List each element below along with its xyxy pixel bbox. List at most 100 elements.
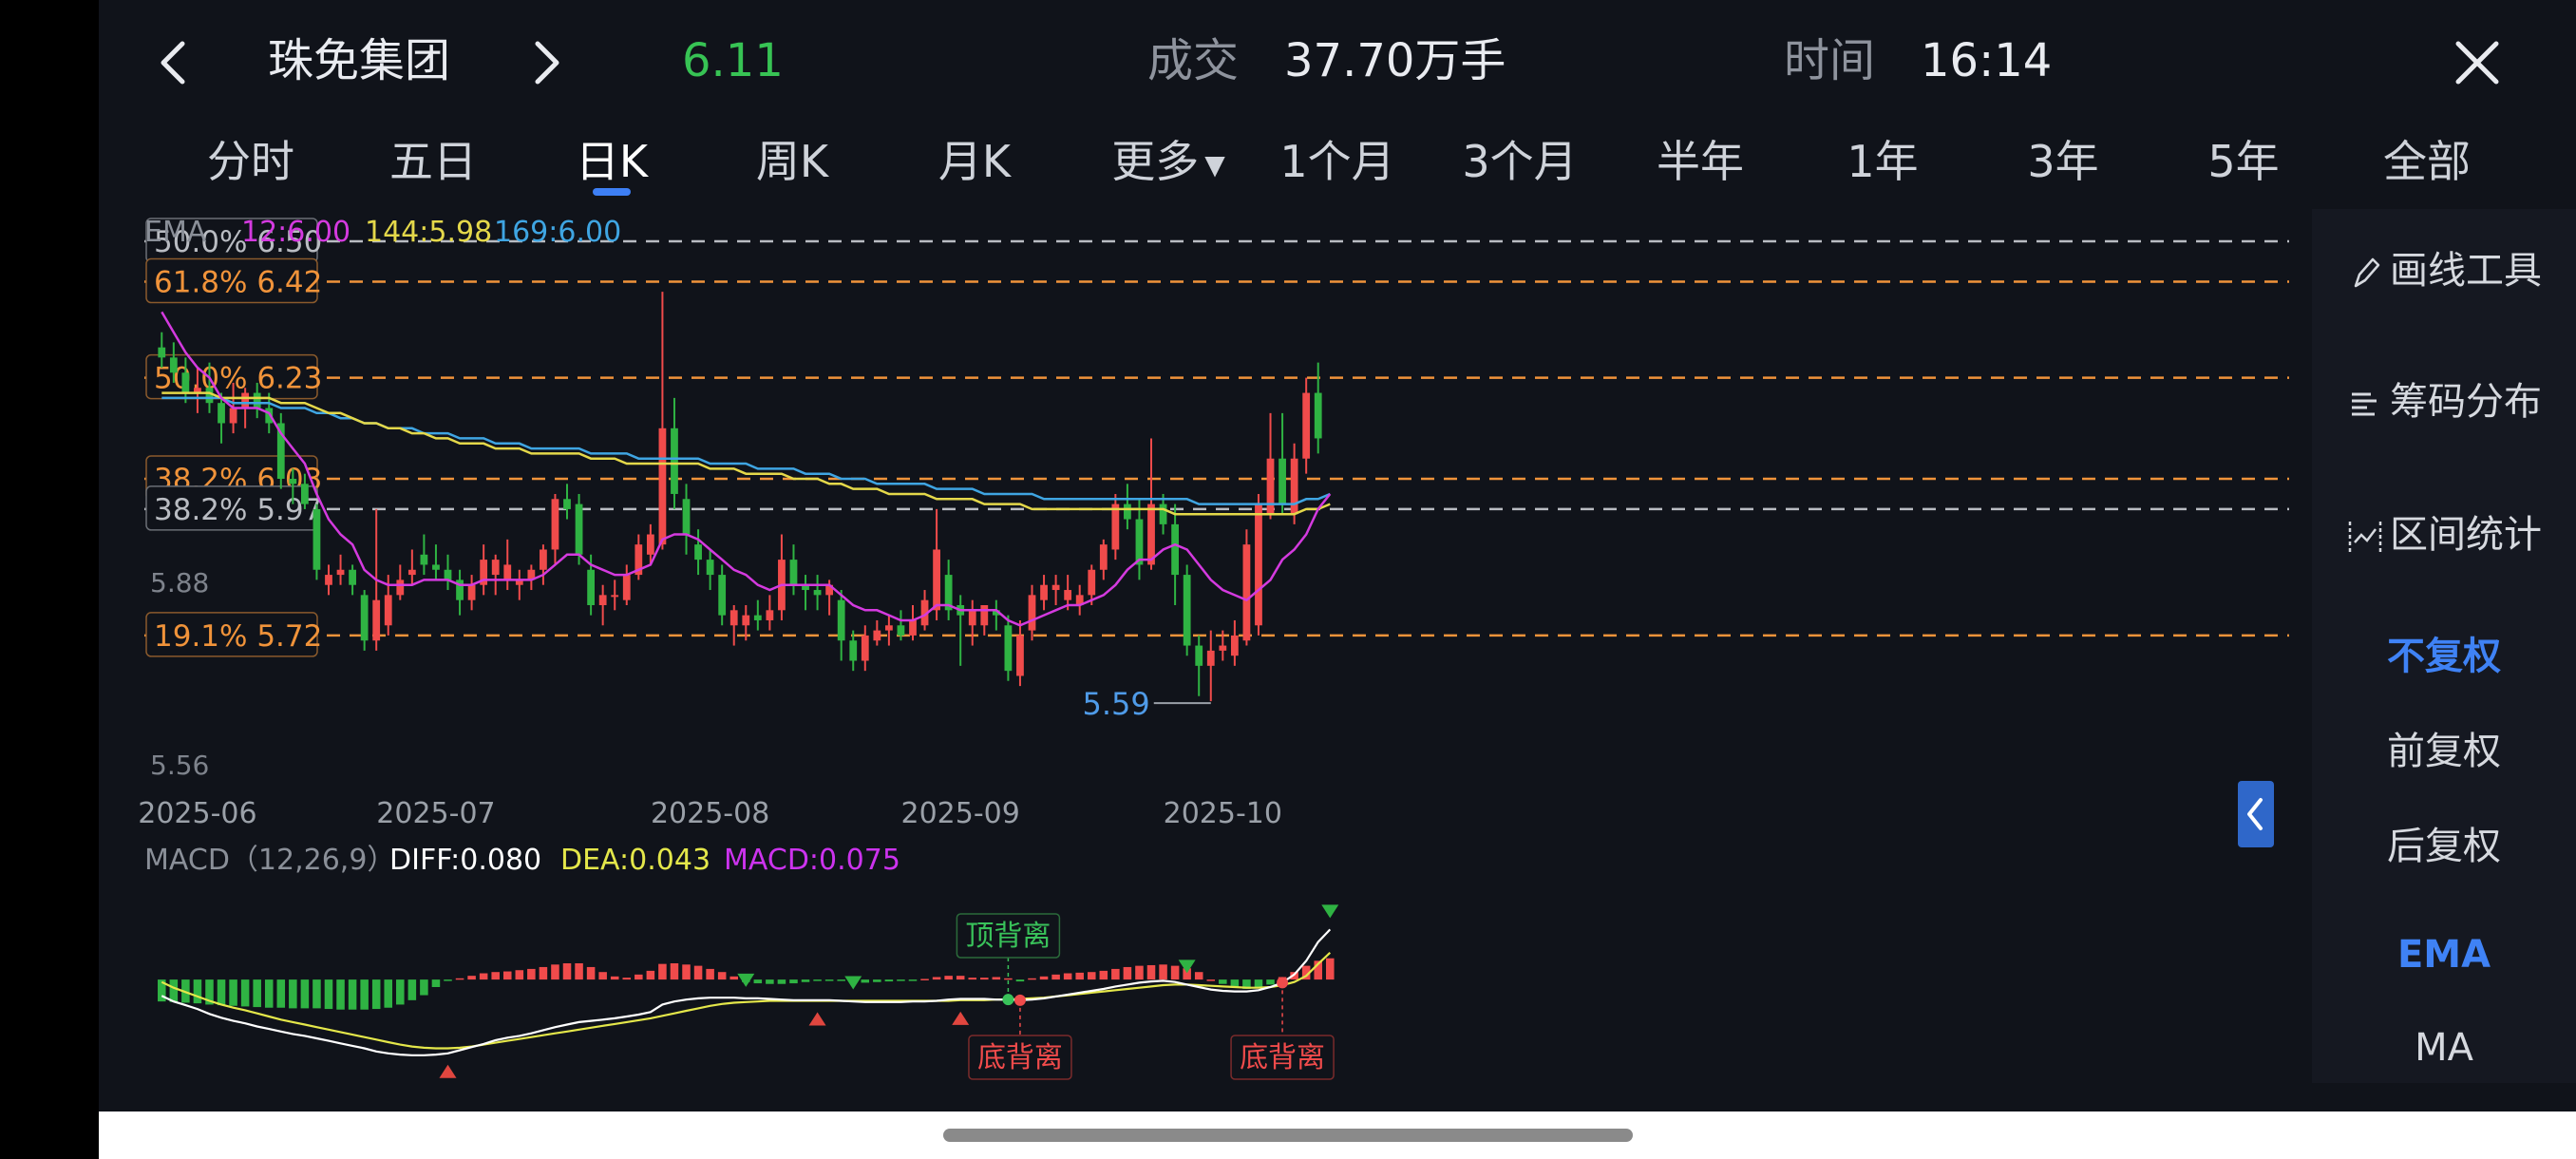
macd-histogram-bar — [1183, 968, 1191, 980]
candle-body — [766, 610, 774, 620]
candle-body — [1206, 650, 1215, 666]
fib-level-label-box — [145, 257, 318, 304]
candle-body — [372, 599, 381, 641]
ema12-legend: 12:6.00 — [241, 216, 350, 249]
date-axis-labels: 2025-06 2025-07 2025-08 2025-09 2025-10 — [138, 797, 1282, 830]
divergence-box — [956, 913, 1061, 959]
tab-more[interactable]: 更多 ▼ — [1083, 124, 1254, 200]
chevron-left-icon[interactable] — [146, 34, 203, 91]
candle-body — [1051, 584, 1060, 591]
candle-body — [1183, 575, 1191, 646]
candle-body — [1075, 595, 1084, 605]
low-price-label: 5.59 — [1083, 686, 1150, 722]
macd-histogram-bar — [407, 979, 417, 1000]
tab-five-day[interactable]: 五日 — [389, 136, 477, 187]
macd-histogram-bar — [1039, 976, 1049, 980]
chip-distribution-button[interactable]: 筹码分布 — [2312, 369, 2576, 435]
macd-histogram-bar — [313, 979, 321, 1009]
candle-body — [456, 580, 464, 600]
macd-histogram-bar — [444, 979, 452, 981]
macd-histogram-bar — [753, 979, 763, 984]
tab-daily-k[interactable]: 日K — [575, 136, 649, 187]
home-indicator[interactable] — [943, 1129, 1633, 1142]
divergence-label: 底背离 — [1240, 1041, 1325, 1074]
collapse-panel-button[interactable] — [2238, 781, 2274, 847]
tab-weekly-k[interactable]: 周K — [755, 136, 829, 187]
ema169-legend: 169:6.00 — [494, 216, 621, 249]
candle-body — [718, 575, 727, 616]
ema144-line — [161, 391, 1331, 516]
divergence-label: 底背离 — [977, 1041, 1063, 1074]
tab-one-year[interactable]: 1年 — [1847, 136, 1919, 187]
candle-body — [920, 599, 929, 626]
tab-three-years[interactable]: 3年 — [2027, 136, 2099, 187]
interval-stats-button[interactable]: 区间统计 — [2312, 502, 2576, 568]
candle-body — [300, 484, 309, 504]
macd-histogram-bar — [348, 979, 357, 1010]
interval-stats-label: 区间统计 — [2390, 513, 2542, 557]
sell-signal-triangle — [1178, 960, 1196, 974]
x-tick-label: 2025-07 — [376, 797, 495, 830]
y-tick-label: 5.88 — [150, 567, 209, 598]
macd-histogram-bar — [897, 979, 905, 981]
macd-histogram-bar — [240, 979, 250, 1007]
candle-body — [1255, 504, 1262, 626]
macd-histogram-bar — [527, 968, 536, 980]
fib-level-label: 50.0% 6.23 — [154, 362, 322, 396]
macd-histogram-bar — [622, 978, 632, 980]
ema-option[interactable]: EMA — [2396, 933, 2491, 977]
caret-down-icon: ▼ — [1204, 148, 1225, 180]
candle-body — [1028, 595, 1036, 631]
candle-body — [944, 575, 953, 611]
candle-body — [909, 619, 917, 636]
macd-histogram-bar — [693, 965, 703, 980]
low-price-marker: 5.59 — [1083, 686, 1211, 722]
macd-histogram-bar — [777, 979, 786, 984]
tab-half-year[interactable]: 半年 — [1657, 136, 1744, 187]
macd-histogram-bar — [336, 979, 345, 1010]
macd-histogram-bar — [670, 962, 679, 980]
tab-monthly-k[interactable]: 月K — [938, 136, 1012, 187]
macd-histogram-bar — [824, 979, 834, 981]
candle-body — [729, 610, 738, 626]
volume-label: 成交 — [1147, 34, 1240, 87]
candle-body — [873, 630, 881, 641]
candle-body — [1124, 504, 1131, 520]
macd-histogram-bar — [1314, 960, 1322, 980]
macd-histogram-bar — [1290, 972, 1298, 980]
candle-body — [1195, 645, 1203, 666]
no-adjust-option[interactable]: 不复权 — [2387, 635, 2501, 678]
forward-adjust-option[interactable]: 前复权 — [2387, 730, 2501, 773]
ema12-line — [161, 311, 1332, 627]
chip-distribution-label: 筹码分布 — [2390, 380, 2542, 424]
candle-body — [1266, 458, 1275, 515]
candle-body — [825, 584, 834, 596]
close-icon[interactable] — [2449, 34, 2506, 91]
macd-histogram-bar — [801, 979, 810, 982]
candle-body — [1088, 569, 1096, 596]
ema-indicator-title: EMA — [144, 216, 207, 249]
macd-histogram-bar — [193, 979, 202, 1004]
candle-body — [325, 575, 332, 585]
macd-histogram-bar — [920, 978, 929, 980]
tab-all[interactable]: 全部 — [2383, 136, 2471, 187]
candle-body — [1290, 458, 1298, 515]
tab-intraday[interactable]: 分时 — [207, 136, 294, 187]
tab-one-month[interactable]: 1个月 — [1279, 136, 1395, 187]
tab-five-years[interactable]: 5年 — [2207, 136, 2280, 187]
backward-adjust-option[interactable]: 后复权 — [2387, 825, 2501, 868]
macd-histogram-bar — [766, 979, 774, 984]
candlesticks — [158, 292, 1322, 702]
candle-body — [349, 569, 356, 585]
candle-body — [813, 590, 822, 596]
divergence-box — [968, 1035, 1072, 1080]
candle-body — [1171, 523, 1180, 576]
x-tick-label: 2025-09 — [901, 797, 1020, 830]
candle-body — [276, 423, 285, 479]
ma-option[interactable]: MA — [2415, 1026, 2473, 1070]
drawing-tools-button[interactable]: 画线工具 — [2312, 238, 2576, 304]
chevron-left-icon — [2247, 798, 2263, 830]
chevron-right-icon[interactable] — [517, 34, 574, 91]
tab-three-months[interactable]: 3个月 — [1462, 136, 1578, 187]
candle-body — [1064, 590, 1072, 600]
